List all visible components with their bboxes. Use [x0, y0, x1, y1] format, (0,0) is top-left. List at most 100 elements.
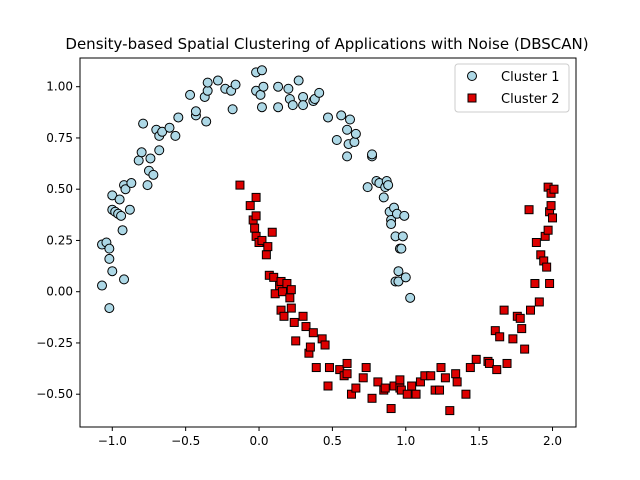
data-point	[107, 266, 118, 277]
data-point	[136, 147, 147, 158]
data-point	[393, 266, 404, 277]
data-point	[261, 250, 271, 260]
data-point	[411, 389, 421, 399]
data-point	[323, 381, 333, 391]
data-point	[495, 332, 505, 342]
data-point	[361, 363, 371, 373]
data-point	[298, 100, 309, 111]
data-point	[314, 87, 325, 98]
data-point	[104, 243, 115, 254]
data-point	[342, 151, 353, 162]
legend-box	[454, 63, 570, 113]
data-point	[471, 354, 481, 364]
x-tick-label: 0.5	[323, 434, 342, 448]
legend-label: Cluster 1	[501, 70, 560, 85]
data-point	[202, 85, 213, 96]
y-tick-label: 0.00	[46, 285, 73, 299]
data-point	[545, 279, 555, 288]
data-point	[345, 114, 356, 125]
data-point	[323, 112, 333, 123]
data-point	[440, 373, 450, 383]
data-point	[362, 182, 373, 193]
data-point	[256, 102, 267, 113]
data-point	[399, 210, 410, 221]
data-point	[520, 344, 530, 354]
x-tick-label: 1.5	[470, 434, 489, 448]
data-point	[116, 210, 127, 221]
data-point	[263, 242, 273, 252]
legend: Cluster 1 Cluster 2	[454, 63, 570, 113]
data-point	[133, 155, 144, 166]
data-point	[283, 83, 294, 94]
data-point	[336, 110, 347, 121]
legend-marker	[467, 93, 477, 103]
data-point	[367, 149, 378, 160]
data-point	[349, 137, 360, 148]
legend-marker	[467, 71, 477, 81]
data-point	[380, 383, 390, 393]
data-point	[190, 106, 201, 117]
data-point	[230, 79, 241, 90]
data-point	[402, 389, 412, 399]
data-point	[526, 305, 536, 315]
data-point	[465, 363, 475, 373]
data-point	[245, 201, 255, 211]
data-point	[97, 280, 108, 291]
data-point	[291, 336, 301, 346]
x-tick-label: 0.0	[249, 434, 268, 448]
data-point	[256, 65, 267, 76]
data-point	[435, 385, 445, 395]
data-point	[273, 81, 284, 92]
data-point	[400, 272, 411, 283]
data-point	[436, 363, 446, 373]
data-point	[367, 393, 377, 403]
data-point	[119, 274, 130, 285]
data-point	[269, 272, 279, 282]
data-point	[515, 313, 525, 323]
x-tick-label: 1.0	[396, 434, 415, 448]
x-tick-label: −0.5	[171, 434, 200, 448]
data-point	[331, 135, 342, 145]
data-point	[287, 100, 298, 111]
data-point	[351, 383, 361, 393]
data-point	[258, 81, 269, 92]
y-tick-label: 0.75	[46, 131, 73, 145]
data-point	[546, 201, 556, 211]
data-point	[289, 317, 299, 327]
data-point	[164, 122, 175, 133]
data-point	[267, 227, 277, 237]
data-point	[154, 145, 165, 156]
x-tick-label: 2.0	[543, 434, 562, 448]
data-point	[255, 89, 266, 100]
data-point	[383, 180, 394, 191]
data-point	[145, 153, 156, 164]
plot-frame	[79, 57, 577, 428]
data-point	[445, 406, 455, 416]
data-point	[286, 303, 296, 313]
data-point	[492, 365, 502, 375]
y-tick-label: 0.25	[46, 233, 73, 247]
data-point	[251, 211, 261, 221]
data-point	[235, 180, 245, 190]
chart-title: Density-based Spatial Clustering of Appl…	[65, 35, 588, 53]
data-point	[305, 342, 315, 352]
data-point	[301, 322, 311, 332]
data-point	[298, 91, 309, 102]
data-point	[543, 225, 553, 235]
data-point	[342, 358, 352, 368]
y-tick-label: 1.00	[46, 80, 73, 94]
data-point	[350, 128, 361, 139]
data-point	[142, 180, 153, 191]
data-point	[185, 89, 196, 100]
data-point	[202, 77, 213, 88]
data-point	[279, 311, 289, 321]
data-point	[170, 130, 181, 141]
data-point	[342, 369, 352, 379]
y-tick-label: −0.25	[36, 336, 73, 350]
series-1	[97, 65, 416, 314]
data-point	[201, 116, 212, 127]
data-point	[542, 262, 552, 272]
data-point	[148, 169, 159, 180]
data-point	[117, 225, 128, 236]
data-point	[524, 205, 534, 215]
